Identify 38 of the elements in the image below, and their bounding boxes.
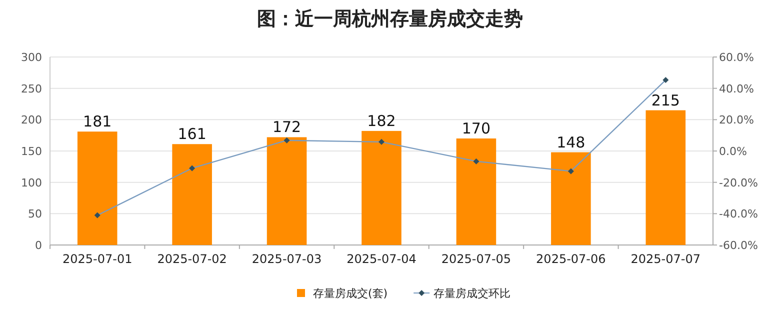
bar bbox=[172, 144, 212, 245]
y2-tick-label: 40.0% bbox=[719, 82, 754, 96]
data-label: 161 bbox=[178, 125, 206, 144]
legend-label: 存量房成交环比 bbox=[434, 287, 511, 300]
y-tick-label: 250 bbox=[21, 82, 42, 96]
x-tick-label: 2025-07-06 bbox=[536, 252, 606, 266]
data-label: 182 bbox=[367, 112, 396, 130]
y2-tick-label: -40.0% bbox=[719, 208, 758, 221]
data-label: 170 bbox=[462, 119, 491, 138]
data-label: 172 bbox=[272, 118, 302, 136]
x-tick-label: 2025-07-04 bbox=[346, 252, 416, 266]
x-tick-label: 2025-07-02 bbox=[157, 252, 227, 266]
data-label: 215 bbox=[651, 91, 680, 110]
y-tick-label: 150 bbox=[21, 145, 42, 158]
y-tick-label: 50 bbox=[28, 208, 42, 221]
data-label: 181 bbox=[83, 112, 112, 131]
chart-title: 图：近一周杭州存量房成交走势 bbox=[257, 8, 523, 30]
x-tick-label: 2025-07-03 bbox=[252, 252, 322, 266]
bar bbox=[362, 130, 402, 245]
bar bbox=[266, 137, 307, 245]
data-label: 148 bbox=[556, 133, 586, 152]
bar bbox=[646, 110, 686, 245]
y2-tick-label: -60.0% bbox=[719, 239, 758, 252]
bar bbox=[77, 132, 118, 245]
y-tick-label: 100 bbox=[21, 176, 42, 190]
x-tick-label: 2025-07-07 bbox=[630, 252, 701, 266]
y-tick-label: 300 bbox=[21, 51, 42, 64]
bar bbox=[456, 138, 496, 245]
y-tick-label: 200 bbox=[21, 114, 42, 127]
y2-tick-label: 20.0% bbox=[719, 114, 754, 127]
y-tick-label: 0 bbox=[35, 239, 42, 252]
y2-tick-label: 60.0% bbox=[719, 51, 754, 64]
bar bbox=[551, 152, 591, 245]
y2-tick-label: 0.0% bbox=[719, 145, 747, 158]
legend-label: 存量房成交(套) bbox=[313, 287, 388, 300]
x-tick-label: 2025-07-05 bbox=[441, 252, 512, 266]
y2-tick-label: -20.0% bbox=[719, 176, 758, 190]
x-tick-label: 2025-07-01 bbox=[62, 252, 132, 266]
